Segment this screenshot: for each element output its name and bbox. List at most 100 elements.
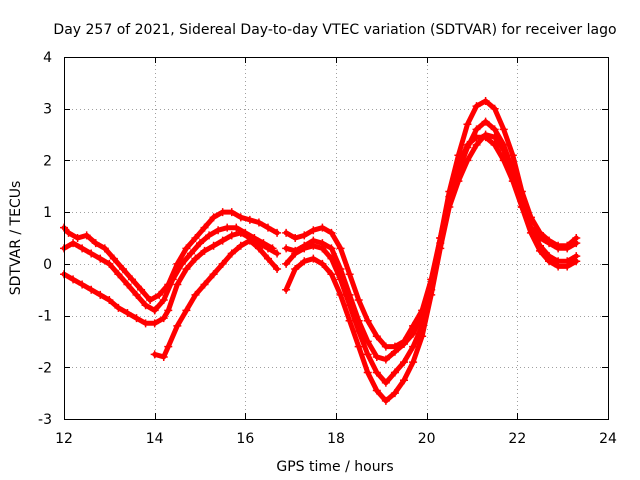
data-point	[218, 208, 227, 217]
data-point	[78, 280, 87, 289]
data-point	[481, 117, 490, 126]
data-point	[363, 350, 372, 359]
y-tick-labels: -3 -2 -1 0 1 2 3 4	[38, 50, 52, 428]
data-point	[96, 290, 105, 299]
data-point	[508, 151, 517, 160]
data-point	[282, 259, 291, 268]
data-point	[400, 358, 408, 367]
data-point	[318, 259, 327, 268]
data-point	[554, 257, 563, 266]
data-point	[309, 254, 318, 263]
data-point	[150, 306, 159, 315]
data-point	[554, 244, 563, 253]
data-point	[87, 249, 96, 258]
data-point	[481, 130, 490, 139]
y-tick-label: -3	[38, 412, 52, 428]
data-point	[400, 376, 408, 385]
data-point	[191, 234, 200, 242]
data-point	[572, 252, 581, 261]
series-track-3	[60, 228, 282, 328]
data-point	[291, 249, 300, 258]
data-point	[427, 285, 436, 294]
data-point	[463, 143, 472, 152]
data-point	[173, 280, 182, 289]
data-point	[381, 355, 390, 364]
data-point	[214, 226, 223, 235]
data-point	[200, 246, 209, 255]
data-point	[159, 352, 168, 361]
data-point	[132, 290, 141, 299]
data-point	[264, 223, 272, 232]
data-point	[209, 241, 218, 250]
x-tick-label: 20	[418, 431, 436, 447]
series-line	[61, 225, 275, 313]
series-line	[283, 132, 579, 404]
data-point	[409, 329, 418, 338]
data-point	[118, 265, 127, 274]
data-point	[282, 285, 291, 294]
data-point	[390, 389, 399, 398]
data-point	[508, 166, 517, 175]
y-tick-label: 0	[43, 257, 52, 273]
series-track-7	[282, 130, 581, 405]
data-point	[159, 296, 168, 305]
data-point	[390, 347, 399, 356]
data-point	[96, 254, 105, 263]
data-point	[254, 218, 263, 227]
data-point	[218, 259, 227, 268]
data-point	[159, 314, 168, 323]
data-point	[91, 239, 100, 248]
data-point	[517, 197, 526, 206]
data-point	[372, 332, 381, 341]
data-point	[73, 234, 82, 242]
data-point	[300, 231, 309, 240]
data-point	[526, 223, 535, 232]
data-point	[545, 252, 554, 261]
data-point	[200, 280, 209, 289]
series-track-5	[282, 96, 581, 351]
data-point	[114, 270, 123, 279]
data-point	[245, 236, 254, 245]
data-point	[105, 296, 114, 305]
data-point	[354, 342, 363, 351]
data-point	[78, 244, 87, 253]
data-point	[236, 213, 245, 222]
x-tick-label: 16	[236, 431, 254, 447]
data-point	[114, 303, 123, 312]
y-tick-label: 1	[43, 205, 52, 221]
data-point	[105, 259, 114, 268]
data-point	[273, 228, 282, 237]
data-point	[409, 358, 418, 367]
data-point	[345, 316, 354, 325]
data-point	[196, 239, 204, 248]
data-point	[155, 290, 164, 299]
x-tick-label: 22	[508, 431, 526, 447]
data-point	[545, 239, 554, 248]
data-point	[264, 244, 272, 253]
data-point	[164, 342, 173, 351]
data-point	[390, 368, 399, 377]
data-point	[372, 386, 381, 395]
data-point	[273, 249, 282, 258]
data-point	[436, 239, 445, 248]
data-point	[381, 396, 390, 405]
x-tick-label: 14	[146, 431, 164, 447]
x-tick-label: 24	[599, 431, 617, 447]
data-point	[227, 249, 236, 258]
data-point	[499, 140, 508, 149]
data-point	[327, 254, 336, 263]
data-point	[205, 231, 214, 240]
data-point	[363, 316, 372, 325]
data-point	[327, 244, 336, 253]
y-tick-label: -2	[38, 360, 52, 376]
data-point	[82, 231, 91, 240]
data-point	[490, 125, 499, 134]
data-point	[227, 208, 236, 217]
data-point	[400, 340, 408, 349]
data-point	[318, 244, 327, 253]
data-point	[186, 249, 195, 258]
data-point	[109, 254, 118, 263]
data-point	[472, 102, 481, 111]
data-point	[209, 213, 218, 222]
